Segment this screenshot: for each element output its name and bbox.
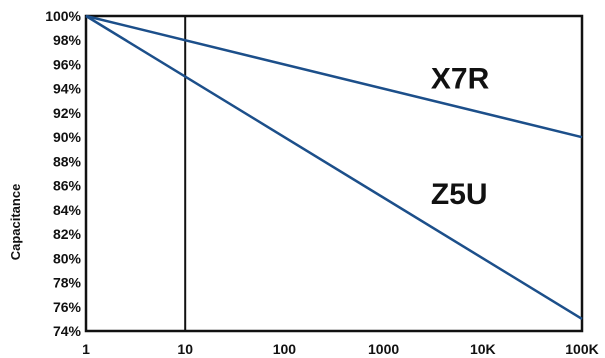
- y-tick-label: 88%: [53, 153, 82, 169]
- y-tick-label: 84%: [53, 202, 82, 218]
- x-tick-label: 100: [273, 341, 297, 357]
- y-tick-label: 98%: [53, 32, 82, 48]
- y-tick-label: 76%: [53, 299, 82, 315]
- y-tick-label: 82%: [53, 226, 82, 242]
- series-line-z5u: [85, 14, 583, 320]
- series-label-x7r: X7R: [431, 63, 490, 96]
- x-tick-label: 10: [177, 341, 193, 357]
- x-tick-label: 1000: [368, 341, 399, 357]
- y-tick-label: 96%: [53, 56, 82, 72]
- y-tick-label: 74%: [53, 323, 82, 339]
- y-tick-label: 94%: [53, 81, 82, 97]
- x-tick-label: 10K: [470, 341, 496, 357]
- x-tick-label: 100K: [565, 341, 598, 357]
- y-tick-label: 92%: [53, 105, 82, 121]
- x-tick-label: 1: [82, 341, 90, 357]
- plot-frame: [84, 14, 584, 333]
- y-axis-label: Capacitance: [8, 184, 23, 261]
- y-tick-label: 80%: [53, 250, 82, 266]
- y-tick-label: 78%: [53, 275, 82, 291]
- y-tick-label: 90%: [53, 129, 82, 145]
- y-tick-label: 100%: [45, 8, 81, 24]
- series-label-z5u: Z5U: [431, 178, 488, 211]
- y-tick-label: 86%: [53, 178, 82, 194]
- series-line-x7r: [85, 14, 583, 139]
